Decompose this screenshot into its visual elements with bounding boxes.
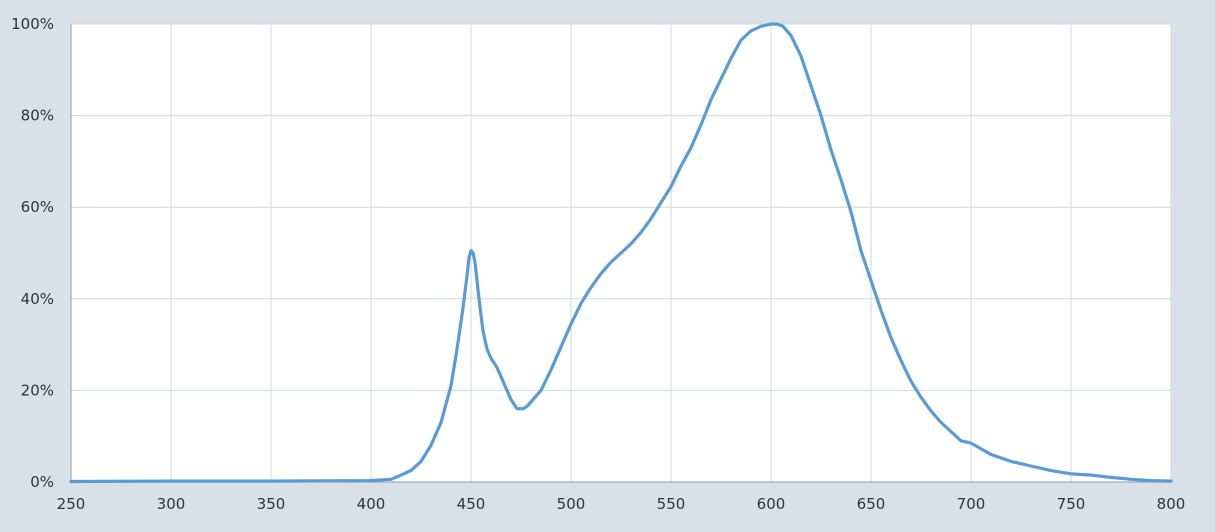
y-tick-label: 80%: [21, 107, 54, 125]
x-tick-label: 450: [457, 495, 486, 513]
x-tick-labels: 250 300 350 400 450 500 550 600 650 700 750 800: [57, 495, 1186, 513]
y-tick-label: 40%: [21, 290, 54, 308]
x-tick-label: 750: [1057, 495, 1086, 513]
x-tick-label: 800: [1157, 495, 1186, 513]
x-tick-label: 350: [257, 495, 286, 513]
x-tick-label: 250: [57, 495, 86, 513]
series-line: [69, 22, 1173, 484]
x-tick-label: 600: [757, 495, 786, 513]
x-tick-label: 550: [657, 495, 686, 513]
x-tick-label: 400: [357, 495, 386, 513]
y-tick-label: 0%: [30, 473, 54, 491]
y-tick-label: 20%: [21, 381, 54, 399]
grid: [71, 23, 1172, 482]
x-tick-label: 500: [557, 495, 586, 513]
y-tick-labels: 0% 20% 40% 60% 80% 100%: [11, 15, 54, 491]
y-tick-label: 100%: [11, 15, 54, 33]
x-tick-label: 700: [957, 495, 986, 513]
x-tick-label: 650: [857, 495, 886, 513]
y-tick-label: 60%: [21, 198, 54, 216]
x-tick-label: 300: [157, 495, 186, 513]
